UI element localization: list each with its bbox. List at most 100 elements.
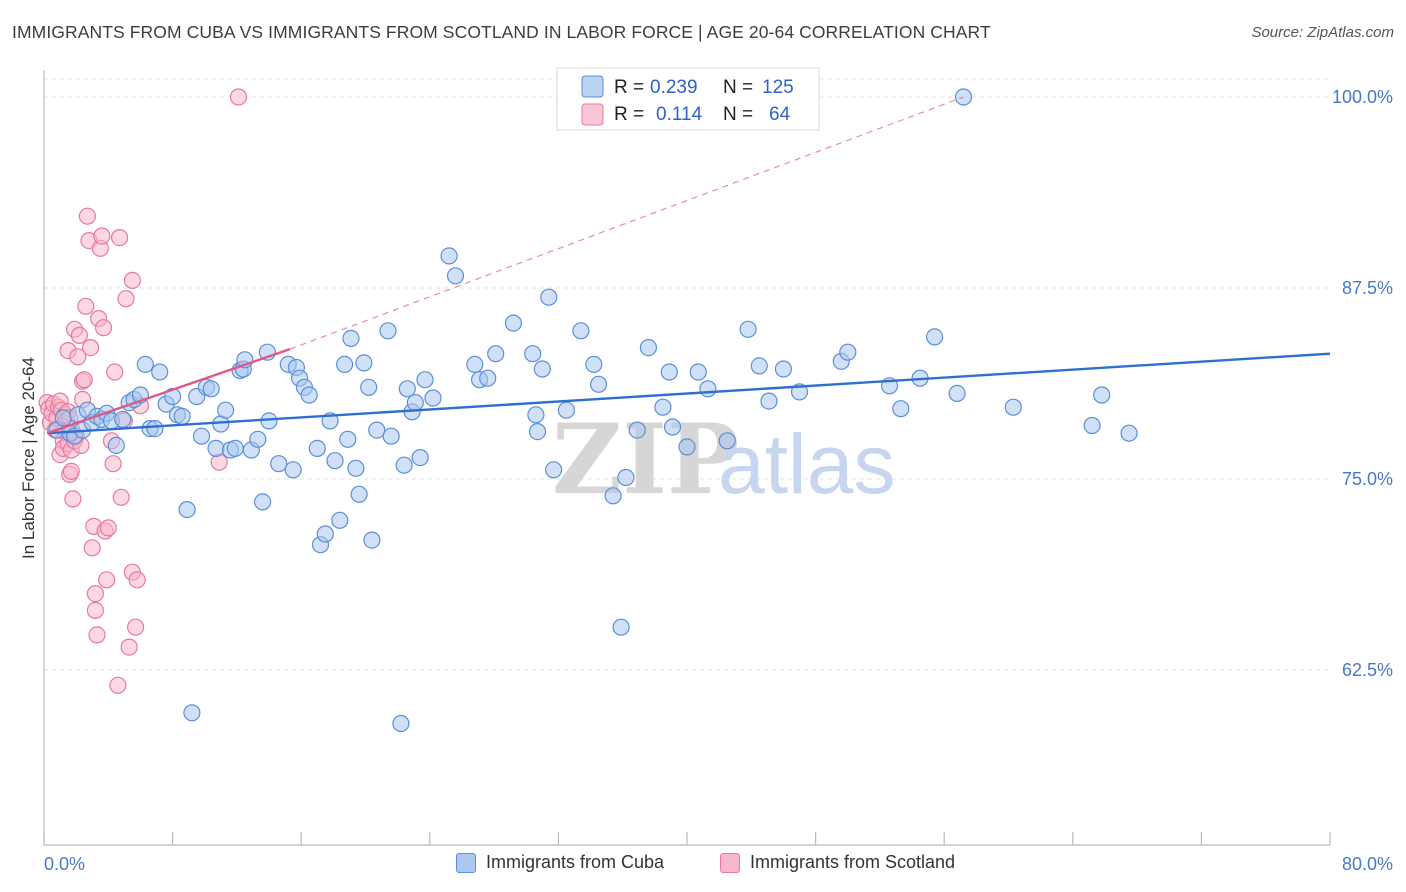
cuba-point xyxy=(589,375,608,393)
x-tick-label-min: 0.0% xyxy=(44,854,85,874)
cuba-point xyxy=(411,449,429,467)
cuba-point xyxy=(331,511,349,529)
cuba-point xyxy=(617,468,635,487)
watermark-atlas: atlas xyxy=(718,417,895,511)
scotland-point xyxy=(109,676,127,694)
cuba-point xyxy=(392,714,410,733)
scotland-point xyxy=(104,455,122,473)
cuba-point xyxy=(528,423,547,441)
cuba-point xyxy=(654,398,672,416)
cuba-point xyxy=(336,355,354,373)
source-credit: Source: ZipAtlas.com xyxy=(1251,24,1394,41)
cuba-point xyxy=(527,406,545,424)
cuba-point xyxy=(504,314,523,332)
cuba-point xyxy=(136,355,154,373)
scotland-point xyxy=(112,488,130,506)
cuba-point xyxy=(368,421,386,439)
scotland-point xyxy=(128,571,146,589)
legend-item-scotland[interactable]: Immigrants from Scotland xyxy=(720,852,955,873)
cuba-point xyxy=(750,357,768,375)
scotland-point xyxy=(98,571,116,589)
cuba-point xyxy=(628,421,646,439)
cuba-point xyxy=(350,485,368,503)
scotland-point xyxy=(81,339,100,357)
cuba-point xyxy=(226,439,244,457)
cuba-point xyxy=(202,380,220,398)
legend-n-label-cuba: N = xyxy=(723,77,753,98)
y-axis-label: In Labor Force | Age 20-64 xyxy=(19,357,38,559)
cuba-point xyxy=(466,355,484,373)
y-tick-label: 75.0% xyxy=(1342,469,1393,489)
scotland-point xyxy=(106,363,124,381)
cuba-point xyxy=(347,459,365,477)
chart-title: IMMIGRANTS FROM CUBA VS IMMIGRANTS FROM … xyxy=(12,22,991,42)
cuba-point xyxy=(954,88,973,106)
cuba-point xyxy=(639,339,658,357)
trend-lines xyxy=(46,96,1331,435)
x-ticks xyxy=(43,832,1331,845)
cuba-point xyxy=(326,452,344,470)
legend-swatch-cuba-bottom xyxy=(456,852,476,873)
legend-r-value-cuba: 0.239 xyxy=(650,77,698,98)
scotland-point xyxy=(75,371,93,389)
scotland-point xyxy=(117,290,135,308)
cuba-point xyxy=(760,392,778,410)
cuba-point xyxy=(363,531,381,549)
cuba-point xyxy=(524,345,542,363)
cuba-point xyxy=(774,360,793,378)
cuba-point xyxy=(540,288,558,306)
cuba-point xyxy=(107,436,125,454)
cuba-point xyxy=(612,618,630,636)
cuba-point xyxy=(316,525,334,543)
scotland-point xyxy=(229,88,248,106)
scotland-point xyxy=(70,326,89,344)
scotland-point xyxy=(62,462,80,480)
cuba-point xyxy=(151,363,169,381)
cuba-point xyxy=(678,438,696,456)
cuba-point xyxy=(839,343,857,361)
cuba-point xyxy=(533,360,551,378)
cuba-point xyxy=(663,418,682,436)
cuba-point xyxy=(254,493,272,511)
legend-label-cuba: Immigrants from Cuba xyxy=(486,852,665,872)
cuba-point xyxy=(948,384,966,402)
legend-n-value-cuba: 125 xyxy=(762,77,794,98)
scotland-point xyxy=(88,626,106,644)
scotland-point xyxy=(83,539,101,557)
cuba-point xyxy=(178,501,196,519)
cuba-point xyxy=(382,427,400,445)
cuba-point xyxy=(544,461,563,479)
stats-legend: R = 0.239 N = 125 R = 0.114 N = 64 xyxy=(556,67,820,131)
cuba-point xyxy=(217,401,235,419)
cuba-point xyxy=(114,410,132,428)
cuba-point xyxy=(379,322,397,340)
scotland-point xyxy=(69,348,87,366)
cuba-point xyxy=(173,407,191,425)
series-legend: Immigrants from Cuba Immigrants from Sco… xyxy=(0,852,1406,878)
cuba-point xyxy=(689,363,707,381)
legend-n-value-scotland: 64 xyxy=(769,104,791,125)
cuba-point xyxy=(925,328,944,346)
legend-swatch-scotland-bottom xyxy=(720,852,740,873)
cuba-point xyxy=(739,320,757,338)
scotland-point xyxy=(120,638,138,656)
scotland-point xyxy=(86,601,105,620)
cuba-point xyxy=(699,380,717,398)
cuba-point xyxy=(440,247,458,265)
cuba-point xyxy=(1093,386,1111,404)
cuba-point xyxy=(892,400,910,418)
legend-r-label-scotland: R = xyxy=(614,104,644,125)
cuba-point xyxy=(192,427,211,445)
cuba-point xyxy=(54,409,72,427)
cuba-point xyxy=(284,461,302,479)
legend-item-cuba[interactable]: Immigrants from Cuba xyxy=(456,852,664,873)
cuba-point xyxy=(146,420,164,438)
cuba-point xyxy=(406,394,424,412)
scotland-point xyxy=(93,227,111,245)
cuba-point xyxy=(300,386,318,404)
cuba-point xyxy=(479,369,497,387)
cuba-point xyxy=(270,455,288,473)
scotland-point xyxy=(64,490,82,508)
cuba-point xyxy=(416,371,434,389)
